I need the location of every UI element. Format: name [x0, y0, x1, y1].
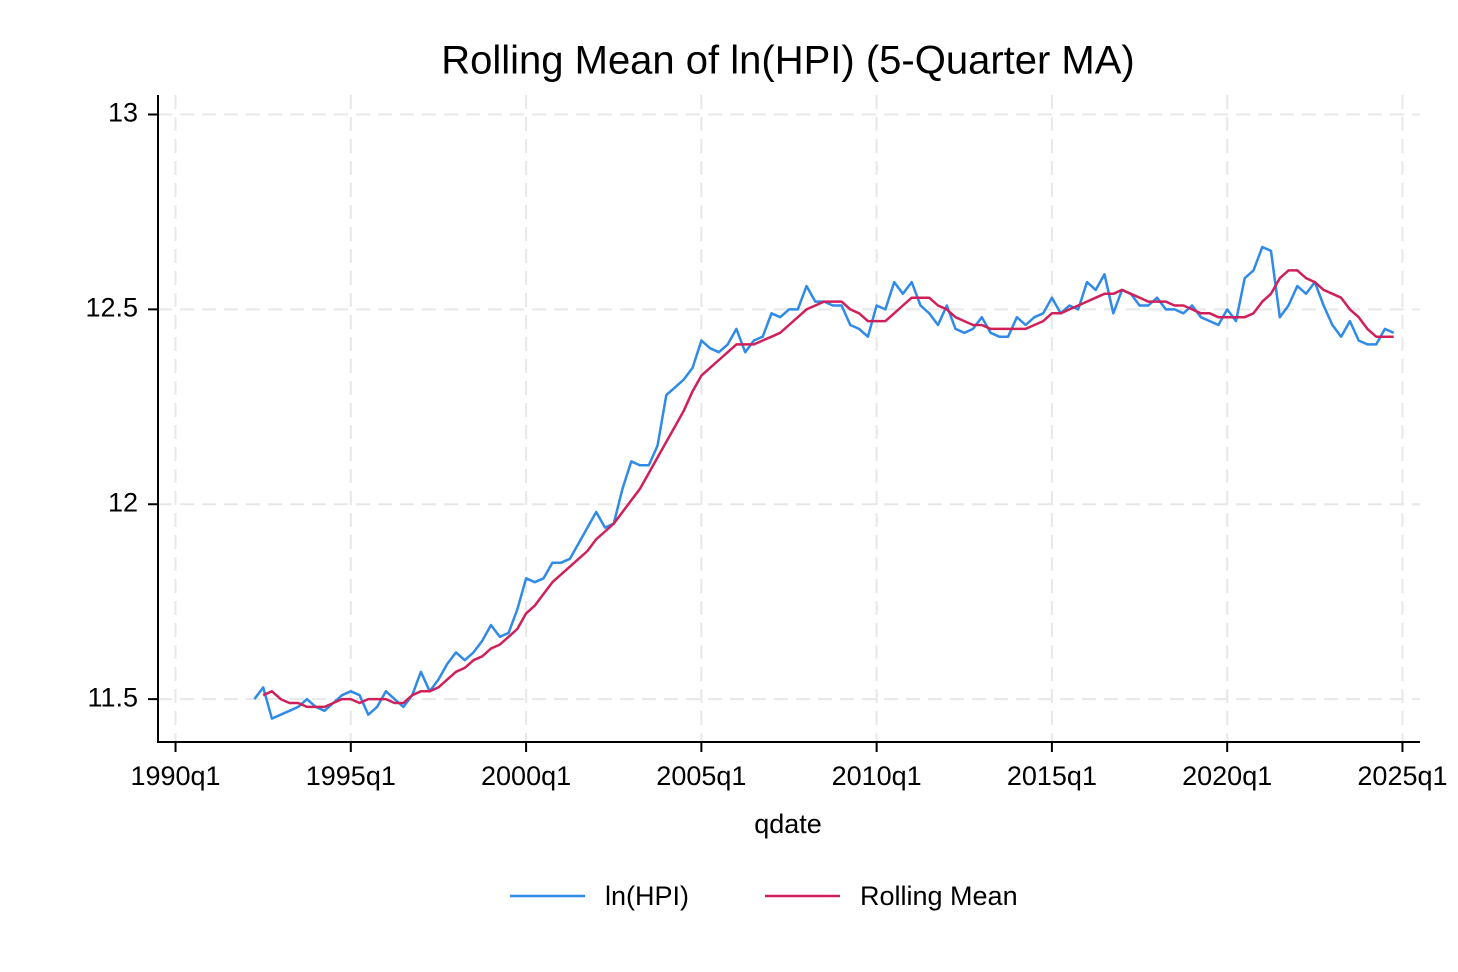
x-tick-label: 2010q1 [832, 761, 922, 791]
y-tick-label: 11.5 [87, 682, 138, 712]
x-axis-label: qdate [754, 809, 822, 839]
y-tick-label: 13 [108, 98, 138, 128]
x-tick-label: 1995q1 [306, 761, 396, 791]
y-tick-label: 12 [108, 487, 138, 517]
x-tick-label: 1990q1 [130, 761, 220, 791]
chart-title: Rolling Mean of ln(HPI) (5-Quarter MA) [441, 39, 1135, 83]
x-tick-label: 2020q1 [1182, 761, 1272, 791]
x-tick-label: 2000q1 [481, 761, 571, 791]
legend-label: Rolling Mean [860, 881, 1018, 911]
y-tick-label: 12.5 [85, 292, 138, 322]
x-tick-label: 2015q1 [1007, 761, 1097, 791]
series-line [262, 269, 1394, 709]
x-tick-label: 2005q1 [656, 761, 746, 791]
x-tick-label: 2025q1 [1357, 761, 1447, 791]
legend-label: ln(HPI) [605, 881, 689, 911]
